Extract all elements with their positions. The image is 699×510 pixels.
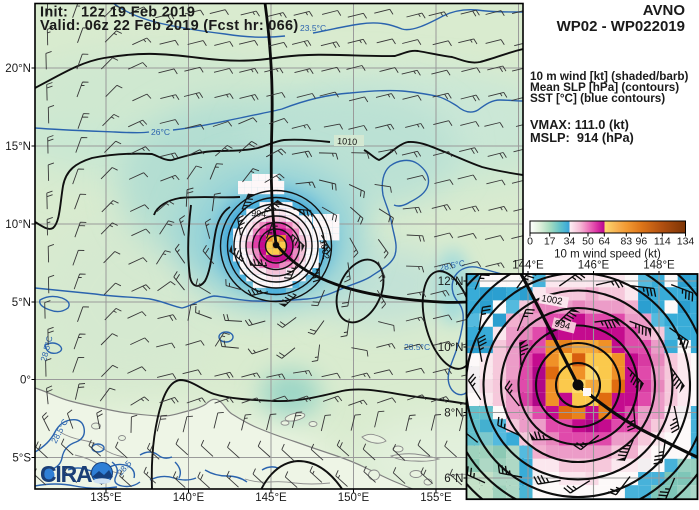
svg-text:50: 50 bbox=[582, 236, 594, 248]
svg-text:114: 114 bbox=[654, 236, 671, 248]
svg-text:994: 994 bbox=[251, 208, 267, 219]
svg-text:Mean SLP [hPa] (contours): Mean SLP [hPa] (contours) bbox=[530, 81, 679, 94]
svg-text:17: 17 bbox=[544, 236, 556, 248]
svg-text:SST [°C] (blue contours): SST [°C] (blue contours) bbox=[530, 92, 665, 105]
svg-text:64: 64 bbox=[598, 236, 610, 248]
svg-text:6°N: 6°N bbox=[444, 473, 463, 485]
svg-text:28.5°C: 28.5°C bbox=[404, 342, 430, 352]
svg-text:8°N: 8°N bbox=[444, 408, 463, 420]
svg-text:VMAX: 111.0 (kt): VMAX: 111.0 (kt) bbox=[530, 117, 629, 132]
svg-text:AVNO: AVNO bbox=[643, 2, 686, 19]
svg-text:12°N: 12°N bbox=[438, 276, 464, 288]
svg-text:10 m wind speed (kt): 10 m wind speed (kt) bbox=[554, 249, 661, 261]
svg-text:148°E: 148°E bbox=[643, 260, 675, 272]
svg-text:134: 134 bbox=[677, 236, 695, 248]
svg-text:10°N: 10°N bbox=[5, 219, 31, 231]
svg-text:1010: 1010 bbox=[337, 136, 358, 147]
svg-text:140°E: 140°E bbox=[173, 492, 205, 504]
svg-text:1002: 1002 bbox=[318, 239, 331, 260]
svg-text:145°E: 145°E bbox=[255, 492, 287, 504]
svg-text:MSLP: 914 (hPa): MSLP: 914 (hPa) bbox=[530, 130, 634, 145]
svg-text:5°S: 5°S bbox=[12, 453, 31, 465]
svg-text:10°N: 10°N bbox=[438, 342, 464, 354]
svg-text:20°N: 20°N bbox=[5, 63, 31, 75]
svg-text:CIRA: CIRA bbox=[40, 461, 92, 487]
svg-text:146°E: 146°E bbox=[578, 260, 610, 272]
svg-text:1002: 1002 bbox=[540, 293, 563, 308]
svg-text:155°E: 155°E bbox=[420, 492, 452, 504]
svg-text:Init: 12z 19 Feb 2019: Init: 12z 19 Feb 2019 bbox=[40, 5, 195, 21]
svg-text:15°N: 15°N bbox=[5, 141, 31, 153]
svg-text:23.5°C: 23.5°C bbox=[300, 23, 326, 33]
svg-text:144°E: 144°E bbox=[512, 260, 544, 272]
svg-text:WP02 - WP022019: WP02 - WP022019 bbox=[557, 18, 685, 35]
svg-text:0°: 0° bbox=[20, 375, 31, 387]
svg-text:135°E: 135°E bbox=[90, 492, 122, 504]
svg-text:0: 0 bbox=[527, 236, 533, 248]
svg-text:96: 96 bbox=[636, 236, 648, 248]
svg-text:83: 83 bbox=[620, 236, 632, 248]
svg-text:150°E: 150°E bbox=[338, 492, 370, 504]
svg-text:10 m wind [kt] (shaded/barb): 10 m wind [kt] (shaded/barb) bbox=[530, 70, 689, 83]
svg-text:Valid: 06z 22 Feb 2019 (Fcst h: Valid: 06z 22 Feb 2019 (Fcst hr: 066) bbox=[40, 18, 299, 34]
svg-text:5°N: 5°N bbox=[12, 297, 31, 309]
svg-text:26°C: 26°C bbox=[151, 127, 170, 137]
svg-text:34: 34 bbox=[564, 236, 576, 248]
